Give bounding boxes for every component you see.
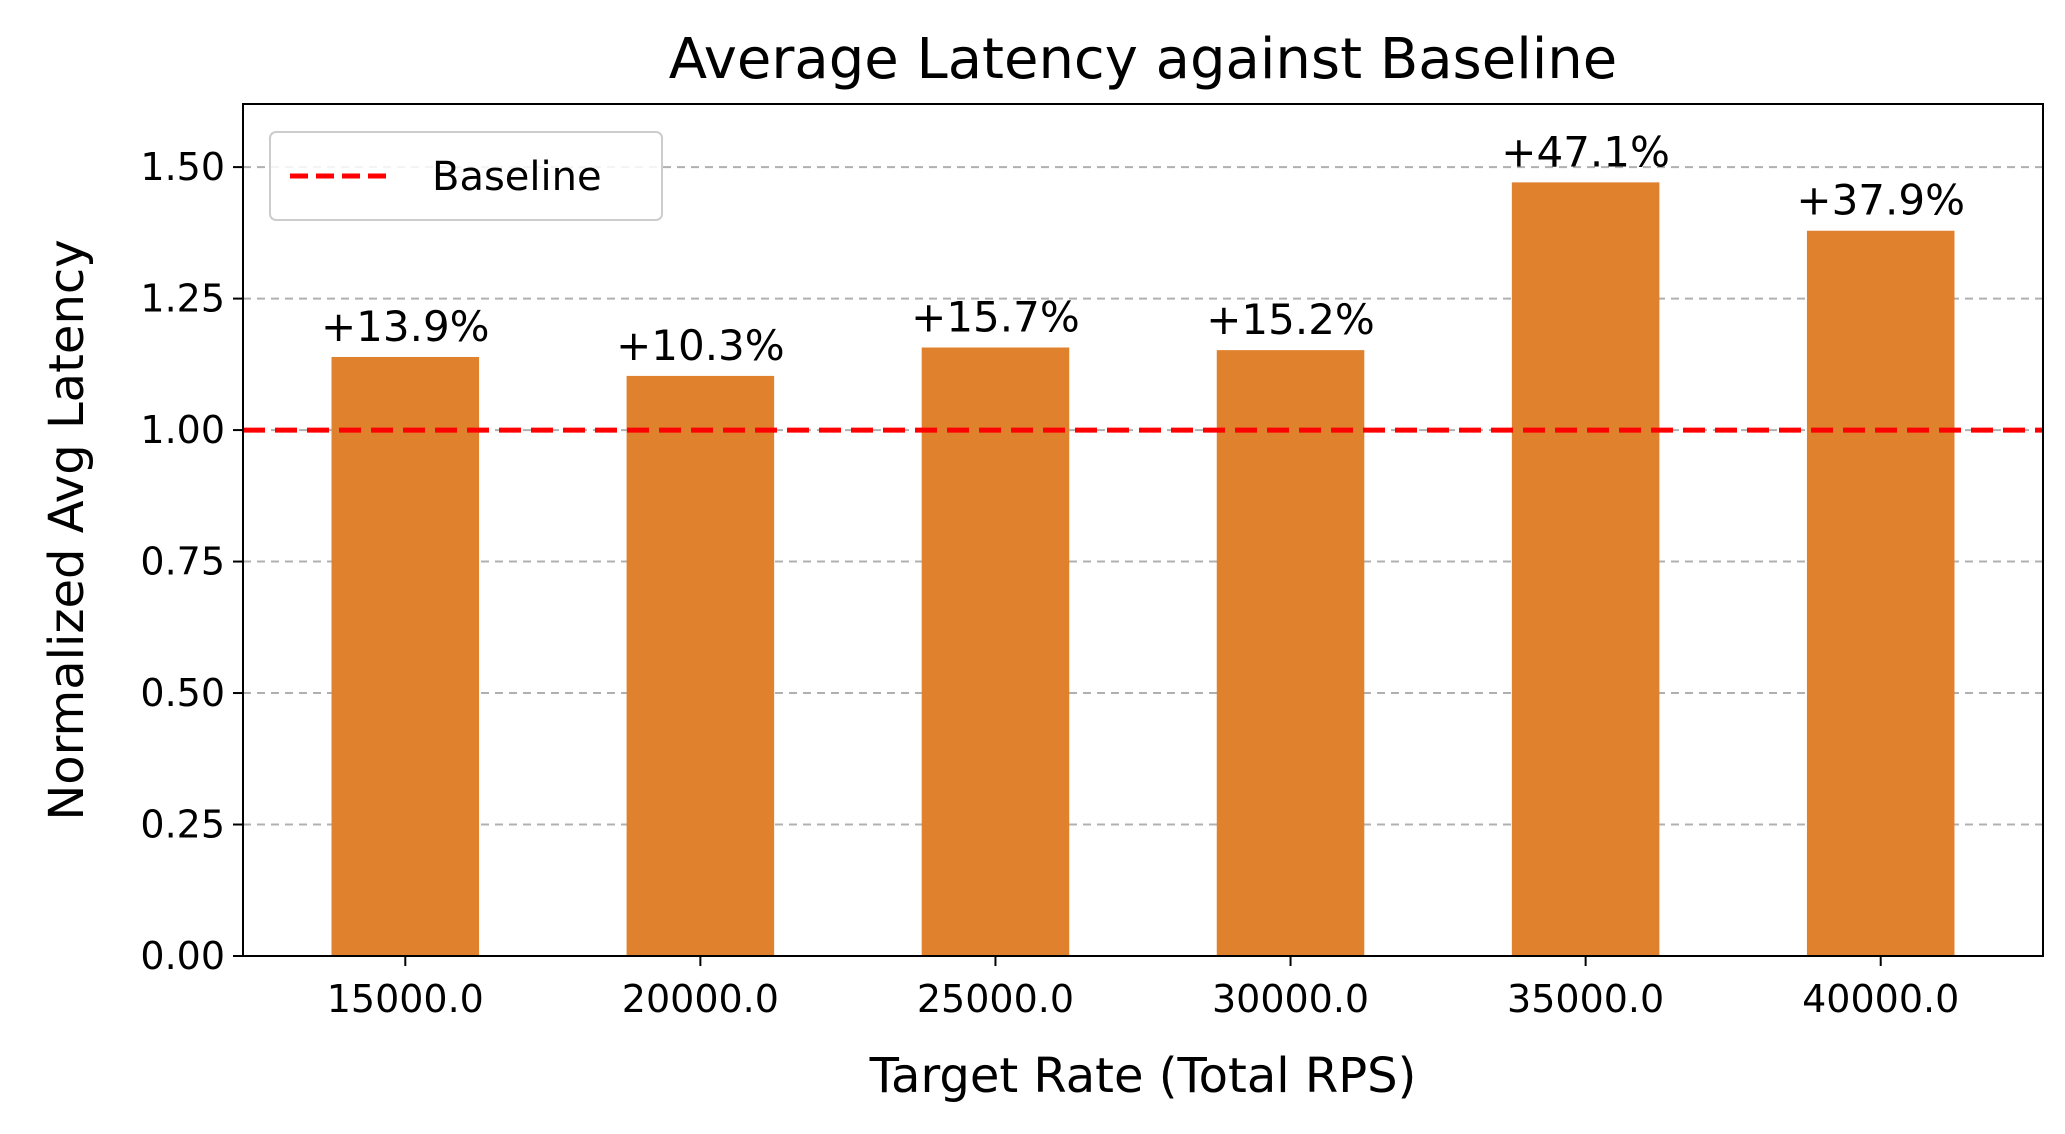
data-label-35000.0: +47.1% bbox=[1501, 127, 1670, 176]
data-labels: +13.9% +10.3% +15.7% +15.2% +47.1% +37.9% bbox=[321, 127, 1965, 370]
chart-title: Average Latency against Baseline bbox=[669, 27, 1618, 92]
legend: Baseline bbox=[269, 131, 663, 221]
x-axis-ticks: 15000.0 20000.0 25000.0 30000.0 35000.0 40000… bbox=[327, 956, 1959, 1021]
y-axis-label: Normalized Avg Latency bbox=[39, 239, 95, 820]
bar-20000.0 bbox=[626, 375, 775, 957]
y-tick-label-6: 1.50 bbox=[140, 145, 225, 189]
y-tick-label-2: 0.50 bbox=[140, 671, 225, 715]
y-tick-label-4: 1.00 bbox=[140, 408, 225, 452]
x-tick-label-3: 30000.0 bbox=[1212, 977, 1369, 1021]
legend-baseline-label: Baseline bbox=[432, 154, 602, 200]
grid-lines bbox=[243, 166, 2043, 826]
x-tick-label-4: 35000.0 bbox=[1507, 977, 1664, 1021]
data-label-25000.0: +15.7% bbox=[911, 293, 1080, 342]
data-label-20000.0: +10.3% bbox=[616, 321, 785, 370]
y-axis-ticks: 0.00 0.25 0.50 0.75 1.00 1.25 1.50 bbox=[140, 145, 243, 978]
data-label-30000.0: +15.2% bbox=[1206, 295, 1375, 344]
x-axis-label: Target Rate (Total RPS) bbox=[869, 1048, 1417, 1104]
data-label-40000.0: +37.9% bbox=[1796, 176, 1965, 225]
y-tick-label-3: 0.75 bbox=[140, 540, 225, 584]
bar-40000.0 bbox=[1806, 230, 1955, 956]
bar-25000.0 bbox=[921, 347, 1070, 957]
x-tick-label-0: 15000.0 bbox=[327, 977, 484, 1021]
bar-15000.0 bbox=[331, 356, 480, 957]
x-tick-label-5: 40000.0 bbox=[1802, 977, 1959, 1021]
bar-30000.0 bbox=[1216, 350, 1365, 957]
data-label-15000.0: +13.9% bbox=[321, 302, 490, 351]
y-tick-label-0: 0.00 bbox=[140, 934, 225, 978]
legend-box bbox=[269, 131, 663, 221]
plot-frame bbox=[242, 103, 2044, 957]
y-tick-label-5: 1.25 bbox=[140, 277, 225, 321]
x-tick-label-2: 25000.0 bbox=[917, 977, 1074, 1021]
y-tick-label-1: 0.25 bbox=[140, 803, 225, 847]
x-tick-label-1: 20000.0 bbox=[622, 977, 779, 1021]
bar-35000.0 bbox=[1511, 182, 1660, 956]
bars bbox=[331, 182, 1955, 957]
